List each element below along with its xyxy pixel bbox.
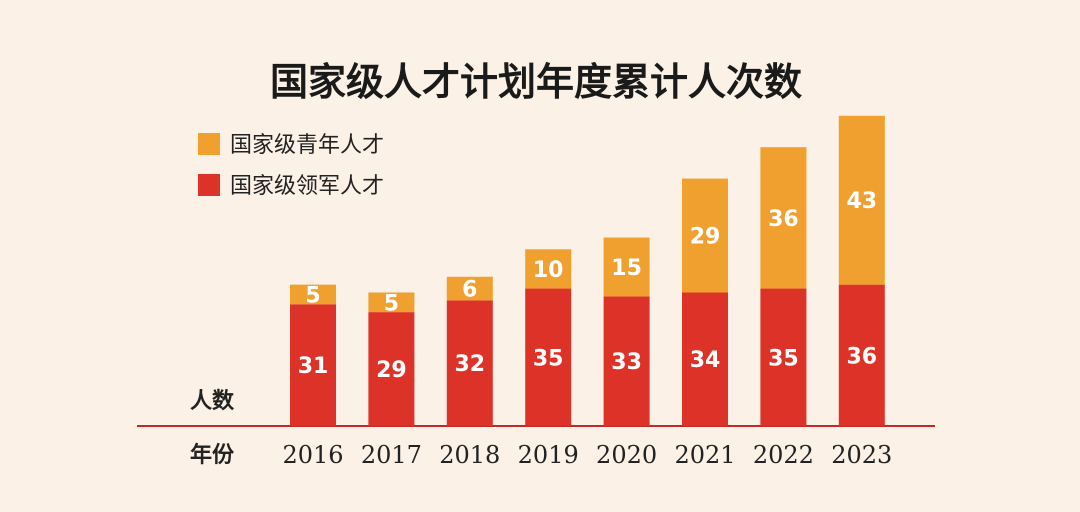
x-tick-2021: 2021 — [674, 441, 735, 469]
bar-leader-2020 — [603, 296, 650, 426]
bar-leader-2017 — [368, 312, 415, 426]
bar-label-youth-2023: 43 — [846, 189, 877, 214]
x-tick-2022: 2022 — [753, 441, 814, 469]
bar-youth-2016 — [290, 284, 336, 305]
bar-group-2016: 31 5 — [290, 283, 336, 426]
bar-label-leader-2022: 35 — [768, 346, 799, 371]
bar-youth-2023 — [838, 115, 885, 285]
legend-swatch-1 — [198, 174, 220, 196]
chart-title: 国家级人才计划年度累计人次数 — [270, 59, 802, 104]
bar-label-youth-2021: 29 — [690, 225, 721, 250]
y-axis-label: 人数 — [190, 388, 235, 414]
bar-youth-2019 — [525, 249, 572, 289]
bar-leader-2023 — [838, 284, 885, 426]
bar-leader-2018 — [446, 300, 493, 426]
bar-label-youth-2017: 5 — [384, 291, 399, 316]
bar-label-youth-2020: 15 — [611, 256, 642, 281]
x-axis-label: 年份 — [190, 442, 235, 468]
bar-group-2018: 32 6 — [446, 276, 493, 426]
bar-youth-2021 — [682, 178, 728, 293]
bar-youth-2022 — [760, 147, 807, 289]
x-tick-2016: 2016 — [282, 441, 343, 469]
bar-group-2022: 35 36 — [760, 147, 807, 426]
bar-label-leader-2019: 35 — [533, 346, 564, 371]
x-tick-labels: 2016 2017 2018 2019 2020 2021 2022 2023 — [282, 441, 892, 469]
legend-label-0: 国家级青年人才 — [230, 133, 384, 158]
bar-youth-2018 — [446, 276, 493, 301]
bars: 31 5 29 5 32 6 35 10 33 15 34 29 35 36 36 43 — [290, 115, 885, 426]
bar-group-2017: 29 5 — [368, 291, 415, 426]
bar-label-leader-2018: 32 — [454, 352, 485, 377]
bar-label-youth-2018: 6 — [462, 278, 477, 303]
bar-leader-2022 — [760, 288, 807, 426]
bar-label-leader-2021: 34 — [690, 348, 721, 373]
bar-group-2019: 35 10 — [525, 249, 572, 426]
bar-youth-2017 — [368, 292, 415, 313]
legend-swatch-0 — [198, 133, 220, 155]
bar-leader-2021 — [682, 292, 728, 426]
bar-label-leader-2017: 29 — [376, 358, 407, 383]
bar-label-leader-2016: 31 — [298, 354, 329, 379]
legend-label-1: 国家级领军人才 — [230, 174, 384, 199]
bar-label-youth-2019: 10 — [533, 258, 564, 283]
bar-group-2021: 34 29 — [682, 178, 728, 426]
x-tick-2023: 2023 — [831, 441, 892, 469]
bar-label-leader-2020: 33 — [611, 350, 642, 375]
bar-leader-2019 — [525, 288, 572, 426]
bar-label-leader-2023: 36 — [846, 344, 877, 369]
bar-leader-2016 — [290, 304, 336, 426]
x-tick-2017: 2017 — [361, 441, 422, 469]
bar-group-2023: 36 43 — [838, 115, 885, 426]
bar-label-youth-2022: 36 — [768, 207, 799, 232]
bar-label-youth-2016: 5 — [305, 283, 320, 308]
x-tick-2019: 2019 — [518, 441, 579, 469]
x-tick-2020: 2020 — [596, 441, 657, 469]
bar-group-2020: 33 15 — [603, 237, 650, 426]
bar-youth-2020 — [603, 237, 650, 297]
x-tick-2018: 2018 — [439, 441, 500, 469]
